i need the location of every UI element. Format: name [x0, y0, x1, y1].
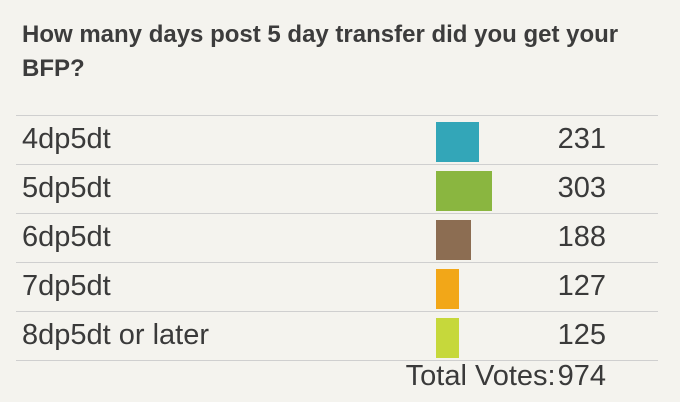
- total-votes-label: Total Votes:: [405, 360, 556, 392]
- poll-option-count: 127: [557, 270, 606, 302]
- poll-option-label: 7dp5dt: [22, 270, 111, 302]
- poll-option-label: 4dp5dt: [22, 123, 111, 155]
- poll-option-label: 6dp5dt: [22, 221, 111, 253]
- poll-results: 4dp5dt 231 5dp5dt 303 6dp5dt 188 7dp5dt 127 8dp5…: [16, 115, 658, 361]
- poll-option-count: 125: [557, 319, 606, 351]
- poll-option-label: 8dp5dt or later: [22, 319, 210, 351]
- poll-option-label: 5dp5dt: [22, 172, 111, 204]
- poll-option-row: 7dp5dt 127: [16, 262, 658, 311]
- poll-question: How many days post 5 day transfer did yo…: [22, 21, 619, 82]
- poll-option-bar: [436, 171, 492, 211]
- poll-option-row: 5dp5dt 303: [16, 164, 658, 213]
- poll-option-row: 4dp5dt 231: [16, 115, 658, 164]
- poll-option-bar: [436, 122, 479, 162]
- total-votes-value: 974: [557, 360, 606, 392]
- poll-option-bar: [436, 220, 471, 260]
- poll-option-count: 303: [557, 172, 606, 204]
- poll-option-count: 231: [557, 123, 606, 155]
- poll-option-count: 188: [557, 221, 606, 253]
- poll-option-bar: [436, 318, 459, 358]
- poll-option-row: 6dp5dt 188: [16, 213, 658, 262]
- total-votes: Total Votes:974: [406, 356, 606, 396]
- poll-option-bar: [436, 269, 459, 309]
- poll-option-row: 8dp5dt or later 125: [16, 311, 658, 361]
